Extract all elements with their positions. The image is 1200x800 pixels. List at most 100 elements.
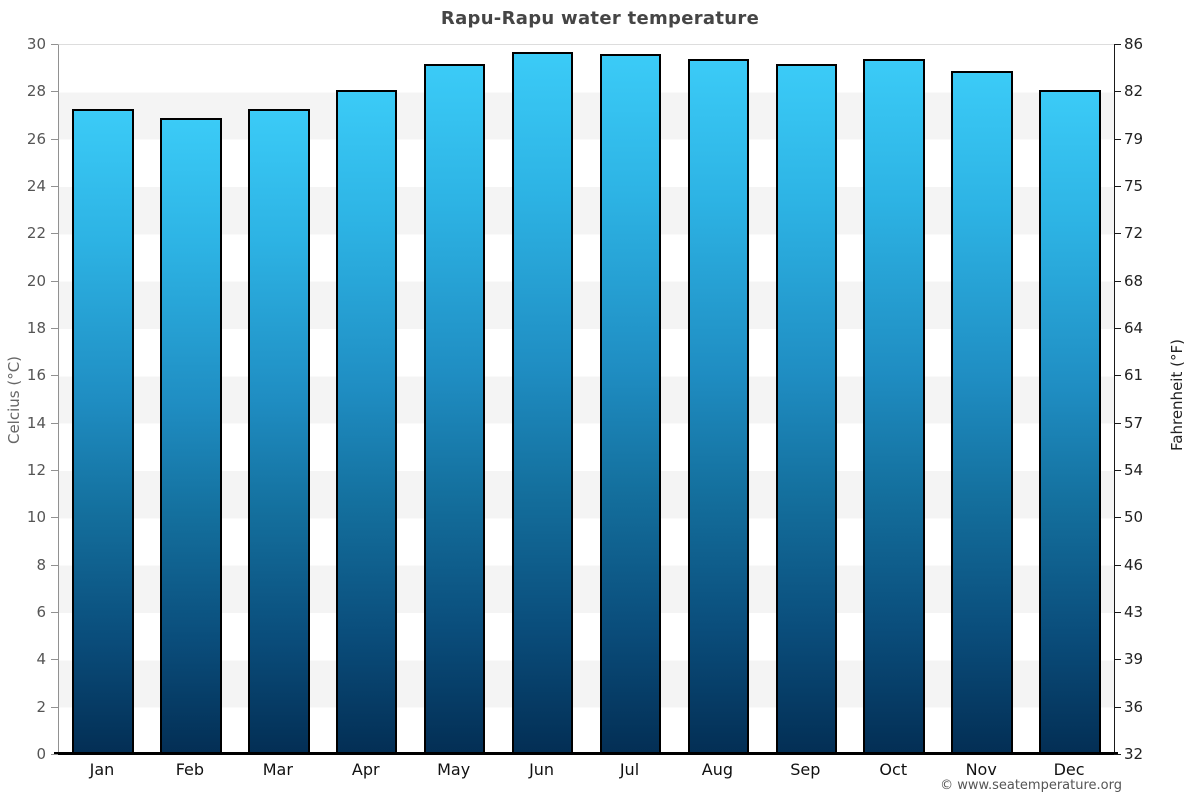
y-axis-title-celsius: Celcius (°C) bbox=[5, 355, 23, 445]
bar-slot-mar bbox=[235, 45, 323, 755]
y-tick-mark-right-79 bbox=[1114, 138, 1121, 140]
y-tick-right-43: 43 bbox=[1124, 603, 1144, 621]
bar-slot-feb bbox=[147, 45, 235, 755]
y-tick-mark-left-18 bbox=[51, 328, 58, 329]
y-tick-right-72: 72 bbox=[1124, 224, 1144, 243]
y-tick-mark-left-0 bbox=[51, 754, 58, 755]
y-tick-mark-right-32 bbox=[1114, 754, 1121, 755]
y-tick-mark-right-64 bbox=[1114, 328, 1121, 329]
y-tick-mark-right-54 bbox=[1114, 470, 1121, 471]
bar-mar bbox=[248, 108, 310, 755]
x-axis-line bbox=[54, 752, 1118, 755]
bar-slot-sep bbox=[762, 45, 850, 755]
bar-slot-oct bbox=[850, 45, 938, 755]
bar-aug bbox=[687, 59, 750, 755]
y-tick-left-10: 10 bbox=[26, 508, 46, 527]
y-tick-mark-left-22 bbox=[51, 233, 58, 235]
y-tick-mark-right-57 bbox=[1114, 422, 1121, 424]
y-tick-left-30: 30 bbox=[26, 35, 46, 53]
y-tick-left-8: 8 bbox=[36, 555, 46, 574]
y-tick-right-36: 36 bbox=[1124, 697, 1144, 716]
y-axis-title-fahrenheit: Fahrenheit (°F) bbox=[1168, 339, 1186, 451]
chart-title: Rapu-Rapu water temperature bbox=[440, 8, 760, 29]
bar-sep bbox=[775, 63, 838, 755]
y-tick-left-0: 0 bbox=[36, 745, 46, 763]
y-tick-mark-right-61 bbox=[1114, 375, 1121, 377]
x-axis-label-jun: Jun bbox=[529, 760, 555, 779]
x-axis-label-mar: Mar bbox=[262, 760, 293, 779]
y-tick-mark-right-82 bbox=[1114, 91, 1121, 93]
y-tick-right-68: 68 bbox=[1124, 271, 1144, 290]
y-tick-mark-right-75 bbox=[1114, 186, 1121, 187]
y-tick-right-39: 39 bbox=[1124, 650, 1144, 669]
y-tick-mark-left-16 bbox=[51, 375, 58, 377]
bar-may bbox=[423, 63, 486, 755]
y-tick-right-50: 50 bbox=[1124, 508, 1144, 527]
y-tick-mark-right-43 bbox=[1114, 612, 1121, 613]
y-tick-right-46: 46 bbox=[1124, 555, 1144, 574]
bar-apr bbox=[335, 89, 398, 755]
y-tick-mark-left-6 bbox=[51, 612, 58, 613]
bar-slot-aug bbox=[674, 45, 762, 755]
y-tick-mark-right-72 bbox=[1114, 233, 1121, 235]
y-tick-left-26: 26 bbox=[26, 129, 46, 148]
y-tick-mark-left-10 bbox=[51, 517, 58, 519]
y-tick-right-54: 54 bbox=[1124, 461, 1144, 479]
y-tick-left-12: 12 bbox=[26, 461, 46, 479]
y-tick-mark-right-50 bbox=[1114, 517, 1121, 519]
y-tick-left-24: 24 bbox=[26, 177, 46, 195]
bar-slot-jun bbox=[499, 45, 587, 755]
x-axis-label-may: May bbox=[437, 760, 471, 779]
y-tick-mark-right-36 bbox=[1114, 706, 1121, 708]
bar-dec bbox=[1039, 89, 1101, 755]
y-tick-mark-right-39 bbox=[1114, 659, 1121, 661]
y-tick-mark-left-30 bbox=[51, 44, 58, 45]
y-tick-right-86: 86 bbox=[1124, 35, 1144, 53]
y-tick-mark-left-24 bbox=[51, 186, 58, 187]
x-axis-label-jul: Jul bbox=[619, 760, 640, 779]
y-tick-mark-right-46 bbox=[1114, 564, 1121, 566]
y-tick-right-64: 64 bbox=[1124, 319, 1144, 337]
y-tick-mark-left-28 bbox=[51, 91, 58, 93]
y-tick-right-57: 57 bbox=[1124, 413, 1144, 432]
bar-slot-nov bbox=[938, 45, 1026, 755]
x-axis-label-nov: Nov bbox=[965, 760, 997, 779]
y-tick-mark-right-68 bbox=[1114, 280, 1121, 282]
bars-row bbox=[59, 45, 1114, 755]
y-tick-right-61: 61 bbox=[1124, 366, 1144, 385]
copyright-text: © www.seatemperature.org bbox=[940, 778, 1122, 793]
y-tick-left-4: 4 bbox=[36, 650, 46, 669]
bar-nov bbox=[951, 71, 1013, 755]
y-tick-mark-left-8 bbox=[51, 564, 58, 566]
y-tick-left-16: 16 bbox=[26, 366, 46, 385]
y-tick-left-20: 20 bbox=[26, 271, 46, 290]
x-axis-label-apr: Apr bbox=[351, 760, 380, 779]
bar-slot-apr bbox=[323, 45, 411, 755]
bar-slot-dec bbox=[1026, 45, 1114, 755]
y-tick-left-6: 6 bbox=[36, 603, 46, 621]
y-tick-mark-right-86 bbox=[1114, 44, 1121, 45]
y-tick-mark-left-26 bbox=[51, 138, 58, 140]
y-tick-left-22: 22 bbox=[26, 224, 46, 243]
y-tick-mark-left-12 bbox=[51, 470, 58, 471]
y-tick-right-32: 32 bbox=[1124, 745, 1144, 763]
bar-jan bbox=[72, 108, 134, 755]
bar-slot-jan bbox=[59, 45, 147, 755]
x-axis-label-jan: Jan bbox=[89, 760, 115, 779]
y-tick-left-14: 14 bbox=[26, 413, 46, 432]
y-tick-mark-left-2 bbox=[51, 706, 58, 708]
bar-slot-may bbox=[411, 45, 499, 755]
bar-slot-jul bbox=[587, 45, 675, 755]
y-tick-mark-left-20 bbox=[51, 280, 58, 282]
bar-jul bbox=[599, 54, 662, 755]
y-tick-left-2: 2 bbox=[36, 697, 46, 716]
x-axis-label-feb: Feb bbox=[175, 760, 205, 779]
bar-jun bbox=[511, 52, 574, 755]
y-tick-mark-left-14 bbox=[51, 422, 58, 424]
x-axis-labels: Jan Feb Mar Apr May Jun Jul Aug Sep Oct Nov Dec bbox=[58, 760, 1113, 779]
x-axis-label-dec: Dec bbox=[1053, 760, 1085, 779]
x-axis-label-sep: Sep bbox=[790, 760, 821, 779]
y-tick-left-18: 18 bbox=[26, 319, 46, 337]
x-axis-label-aug: Aug bbox=[701, 760, 734, 779]
